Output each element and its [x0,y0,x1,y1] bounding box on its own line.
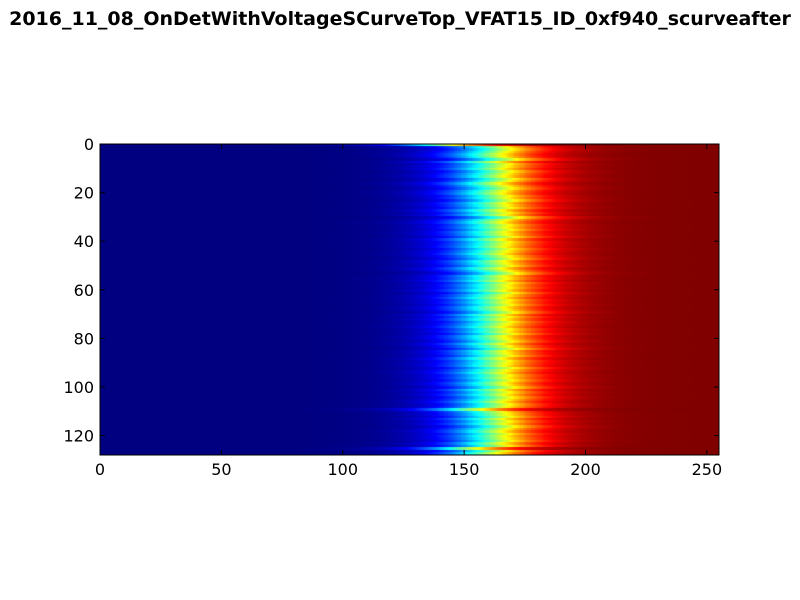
x-tick-label: 200 [570,460,601,479]
y-tick-label: 60 [74,281,94,300]
x-tick-label: 50 [211,460,231,479]
plot-area [99,143,720,456]
x-tick-label: 250 [692,460,723,479]
x-tick-label: 100 [327,460,358,479]
y-tick-label: 100 [63,378,94,397]
y-tick-label: 120 [63,427,94,446]
y-tick-label: 20 [74,184,94,203]
x-axis: 0 50 100 150 200 250 [95,144,722,479]
chart-title: 2016_11_08_OnDetWithVoltageSCurveTop_VFA… [9,8,791,30]
y-tick-label: 40 [74,232,94,251]
y-tick-label: 80 [74,329,94,348]
heatmap-image-container [100,144,719,455]
heatmap-image [100,144,719,455]
y-tick-label: 0 [84,135,94,154]
x-tick-label: 0 [95,460,105,479]
plot-frame [99,143,720,456]
x-tick-label: 150 [449,460,480,479]
y-axis: 0 20 40 60 80 100 120 [63,135,719,446]
